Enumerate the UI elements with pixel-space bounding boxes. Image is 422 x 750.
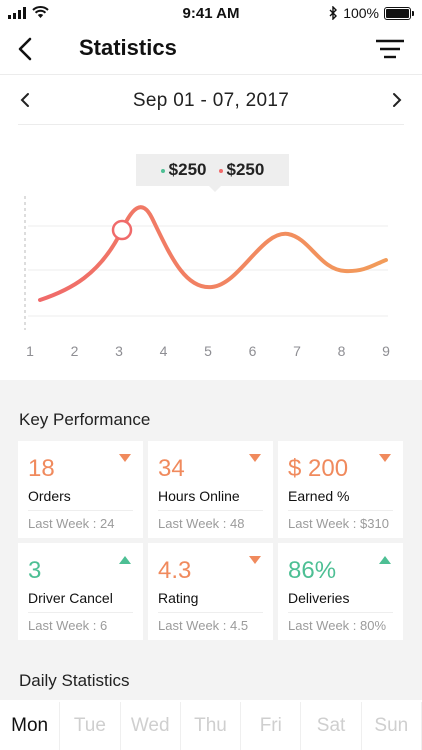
tooltip-pointer bbox=[209, 186, 221, 192]
legend-dot-green bbox=[160, 168, 165, 173]
kpi-label: Deliveries bbox=[288, 590, 350, 606]
kpi-last-week: Last Week : 80% bbox=[288, 618, 387, 633]
wifi-icon bbox=[32, 6, 49, 18]
kpi-value: 34 bbox=[158, 455, 185, 482]
previous-week-chevron-icon[interactable] bbox=[18, 92, 32, 108]
day-tab-sun[interactable]: Sun bbox=[362, 702, 422, 750]
stats-section: Key Performance 18 Orders Last Week : 24 34… bbox=[0, 380, 422, 700]
trend-down-icon bbox=[119, 454, 131, 462]
battery-icon bbox=[384, 6, 411, 20]
kpi-label: Hours Online bbox=[158, 488, 240, 504]
x-tick-label: 9 bbox=[382, 343, 390, 359]
kpi-card[interactable]: 3 Driver Cancel Last Week : 6 bbox=[18, 543, 143, 640]
day-tab-tue[interactable]: Tue bbox=[60, 702, 121, 750]
status-time: 9:41 AM bbox=[182, 5, 240, 22]
trend-down-icon bbox=[249, 556, 261, 564]
kpi-divider bbox=[158, 612, 263, 613]
x-tick-label: 4 bbox=[159, 343, 168, 359]
trend-up-icon bbox=[119, 556, 131, 564]
battery-cap bbox=[412, 10, 414, 16]
tooltip-value-text-1: $250 bbox=[168, 160, 207, 179]
signal-wifi-group bbox=[8, 6, 49, 19]
kpi-card[interactable]: 18 Orders Last Week : 24 bbox=[18, 441, 143, 538]
day-tab-wed[interactable]: Wed bbox=[121, 702, 181, 750]
selected-point-marker[interactable] bbox=[111, 219, 133, 241]
kpi-card[interactable]: $ 200 Earned % Last Week : $310 bbox=[278, 441, 403, 538]
tooltip-value-2: $250 bbox=[218, 160, 265, 180]
x-tick-label: 2 bbox=[70, 343, 79, 359]
kpi-label: Orders bbox=[28, 488, 71, 504]
x-tick-label: 1 bbox=[26, 343, 34, 359]
trend-down-icon bbox=[249, 454, 261, 462]
status-right-group: 100% bbox=[329, 5, 414, 21]
x-tick-label: 7 bbox=[293, 343, 301, 359]
date-range-selector: Sep 01 - 07, 2017 bbox=[18, 76, 404, 125]
nav-bar: Statistics bbox=[0, 26, 422, 75]
status-bar: 9:41 AM 100% bbox=[0, 0, 422, 26]
x-tick-label: 8 bbox=[337, 343, 346, 359]
next-week-chevron-icon[interactable] bbox=[390, 92, 404, 108]
kpi-last-week: Last Week : 24 bbox=[28, 516, 115, 531]
day-tab-mon[interactable]: Mon bbox=[0, 702, 61, 750]
kpi-label: Rating bbox=[158, 590, 199, 606]
filter-menu-icon[interactable] bbox=[376, 38, 404, 60]
legend-dot-red bbox=[218, 168, 223, 173]
day-tab-fri[interactable]: Fri bbox=[241, 702, 302, 750]
day-tabs: Mon Tue Wed Thu Fri Sat Sun bbox=[0, 702, 422, 750]
kpi-divider bbox=[288, 510, 393, 511]
kpi-label: Earned % bbox=[288, 488, 350, 504]
kpi-last-week: Last Week : 4.5 bbox=[158, 618, 249, 633]
kpi-value: 86% bbox=[288, 557, 337, 584]
kpi-last-week: Last Week : $310 bbox=[288, 516, 389, 531]
cellular-signal-icon bbox=[8, 6, 26, 19]
kpi-card[interactable]: 4.3 Rating Last Week : 4.5 bbox=[148, 543, 273, 640]
day-tab-sat[interactable]: Sat bbox=[301, 702, 362, 750]
kpi-value: 3 bbox=[28, 557, 42, 584]
kpi-value: 18 bbox=[28, 455, 55, 482]
page-title: Statistics bbox=[79, 35, 177, 60]
kpi-last-week: Last Week : 48 bbox=[158, 516, 245, 531]
trend-down-icon bbox=[379, 454, 391, 462]
back-chevron-icon[interactable] bbox=[14, 36, 40, 62]
bluetooth-icon bbox=[329, 6, 338, 20]
key-performance-title: Key Performance bbox=[19, 410, 151, 429]
chart-tooltip: $250 $250 bbox=[136, 154, 289, 186]
kpi-value: 4.3 bbox=[158, 557, 192, 584]
kpi-label: Driver Cancel bbox=[28, 590, 113, 606]
kpi-last-week: Last Week : 6 bbox=[28, 618, 108, 633]
tooltip-value-text-2: $250 bbox=[226, 160, 265, 179]
earnings-line-chart[interactable] bbox=[0, 130, 422, 378]
x-tick-label: 6 bbox=[248, 343, 257, 359]
kpi-card[interactable]: 86% Deliveries Last Week : 80% bbox=[278, 543, 403, 640]
kpi-divider bbox=[288, 612, 393, 613]
daily-statistics-title: Daily Statistics bbox=[19, 671, 130, 690]
battery-percent: 100% bbox=[343, 5, 379, 21]
day-tab-thu[interactable]: Thu bbox=[181, 702, 242, 750]
x-tick-label: 3 bbox=[115, 343, 123, 359]
x-tick-label: 5 bbox=[204, 343, 212, 359]
series-line bbox=[38, 205, 388, 302]
tooltip-value-1: $250 bbox=[160, 160, 207, 180]
x-axis: 1 2 3 4 5 6 7 8 9 bbox=[0, 343, 422, 363]
kpi-value: $ 200 bbox=[288, 455, 349, 482]
date-range-label: Sep 01 - 07, 2017 bbox=[132, 90, 290, 111]
kpi-divider bbox=[158, 510, 263, 511]
kpi-divider bbox=[28, 510, 133, 511]
trend-up-icon bbox=[379, 556, 391, 564]
kpi-divider bbox=[28, 612, 133, 613]
kpi-card[interactable]: 34 Hours Online Last Week : 48 bbox=[148, 441, 273, 538]
